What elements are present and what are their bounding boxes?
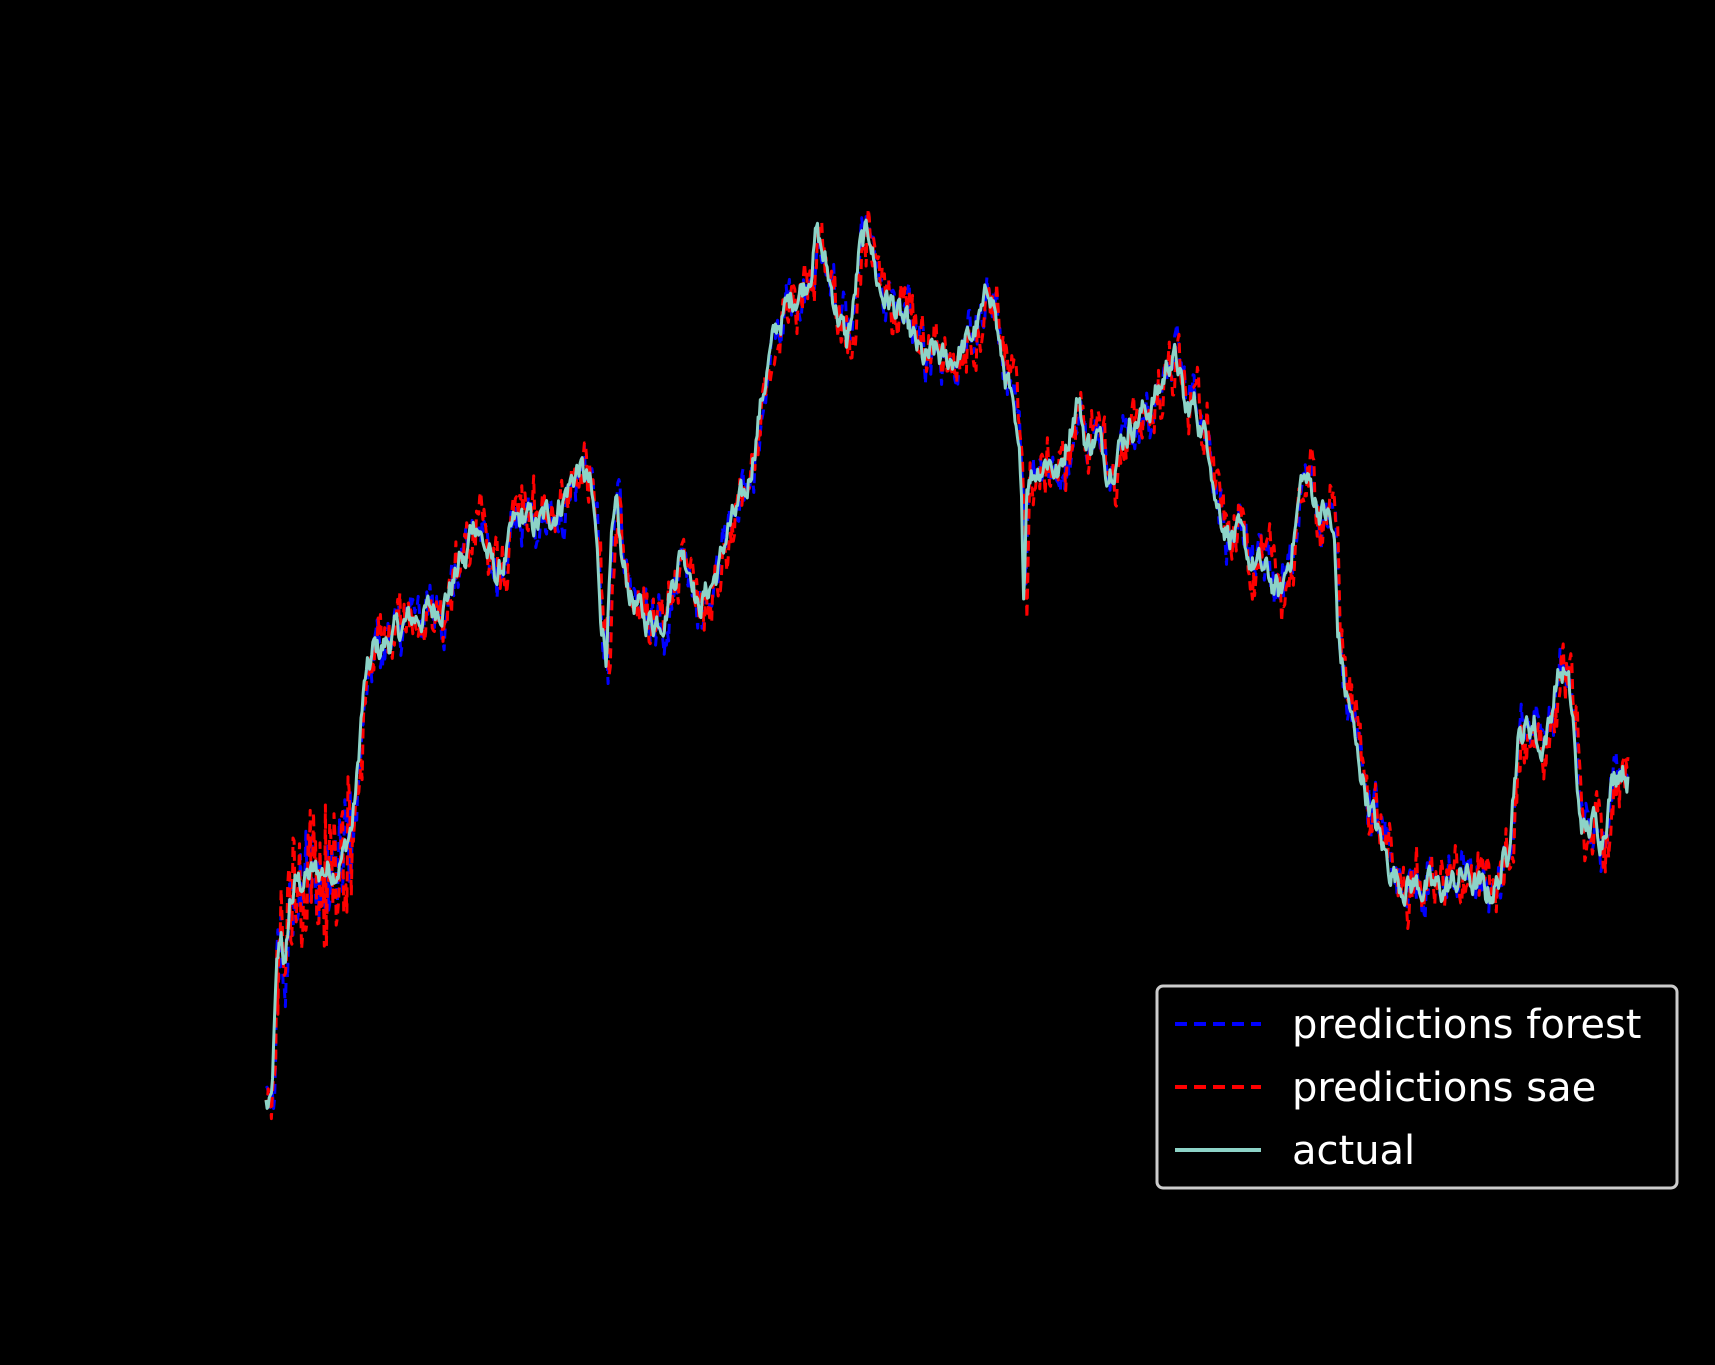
legend: predictions forest predictions sae actual (1155, 984, 1679, 1190)
series-line-actual (264, 218, 1630, 1110)
legend-label-predictions-forest: predictions forest (1292, 1002, 1642, 1048)
legend-label-predictions-sae: predictions sae (1292, 1065, 1596, 1111)
series-layer (264, 207, 1630, 1121)
legend-label-actual: actual (1292, 1128, 1415, 1174)
legend-box (1155, 984, 1679, 1190)
